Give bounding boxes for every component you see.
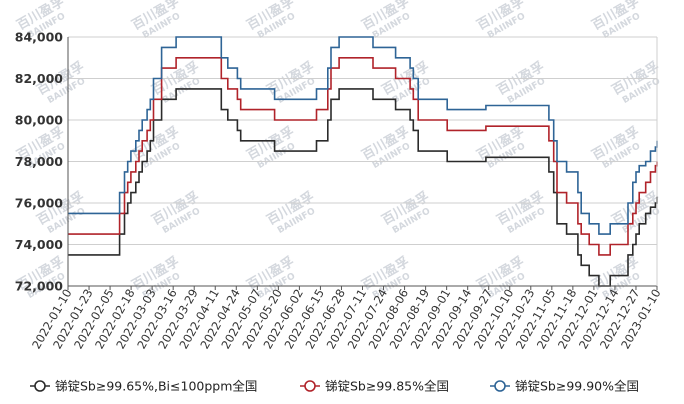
series-line-2	[68, 57, 658, 256]
y-axis-ticks: 72,000 74,000 76,000 78,000 80,000 82,000 84,0…	[15, 30, 64, 294]
y-tick-label: 76,000	[15, 196, 64, 211]
legend-label-3: 锑锭Sb≥99.90%全国	[515, 379, 639, 394]
x-axis-ticks: 2022-01-102022-01-232022-02-052022-02-18…	[29, 286, 664, 351]
y-tick-label: 82,000	[15, 71, 64, 86]
series-line-1	[68, 88, 658, 287]
gridlines	[68, 36, 657, 287]
legend-marker-3	[494, 380, 506, 392]
y-tick-label: 74,000	[15, 237, 64, 252]
y-tick-label: 72,000	[15, 279, 64, 294]
legend-label-1: 锑锭Sb≥99.65%,Bi≤100ppm全国	[55, 379, 257, 394]
series-layer	[68, 36, 658, 287]
legend: 锑锭Sb≥99.65%,Bi≤100ppm全国 锑锭Sb≥99.85%全国 锑锭Sb…	[30, 379, 639, 394]
legend-marker-2	[304, 380, 316, 392]
legend-label-2: 锑锭Sb≥99.85%全国	[325, 379, 449, 394]
legend-marker-1	[34, 380, 46, 392]
y-tick-label: 84,000	[15, 30, 64, 45]
y-tick-label: 80,000	[15, 113, 64, 128]
series-line-3	[68, 36, 658, 235]
y-tick-label: 78,000	[15, 154, 64, 169]
